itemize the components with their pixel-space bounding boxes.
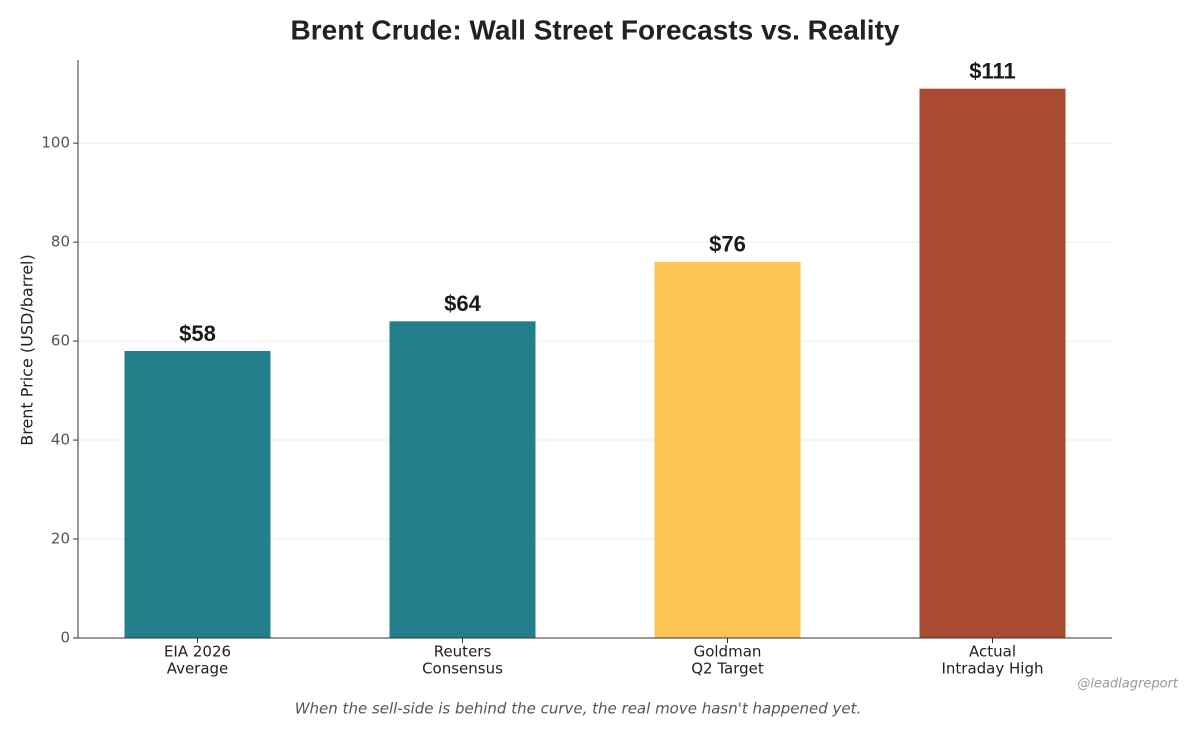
y-tick-label: 20: [51, 530, 70, 548]
y-tick-label: 40: [51, 431, 70, 449]
x-tick-label: Goldman: [694, 643, 762, 661]
bar: [654, 261, 801, 638]
x-tick-label: Intraday High: [941, 660, 1043, 678]
y-tick-label: 0: [60, 629, 70, 647]
watermark: @leadlagreport: [1077, 677, 1179, 692]
x-tick-label: Consensus: [422, 660, 503, 678]
x-tick-label: Q2 Target: [691, 660, 764, 678]
value-label: $111: [969, 59, 1016, 84]
annotation: When the sell-side is behind the curve, …: [295, 700, 862, 718]
bar: [919, 88, 1066, 639]
value-label: $58: [179, 321, 216, 346]
y-axis-label: Brent Price (USD/barrel): [18, 254, 37, 446]
y-tick-label: 100: [41, 134, 70, 152]
y-tick-label: 80: [51, 233, 70, 251]
value-label: $76: [709, 232, 746, 257]
y-tick-label: 60: [51, 332, 70, 350]
value-label: $64: [444, 291, 481, 316]
chart-title: Brent Crude: Wall Street Forecasts vs. R…: [291, 14, 900, 45]
x-tick-label: Average: [167, 660, 229, 678]
x-tick-label: Actual: [969, 643, 1016, 661]
bar: [389, 321, 536, 638]
x-tick-label: EIA 2026: [164, 643, 231, 661]
bar: [124, 350, 271, 638]
x-tick-label: Reuters: [434, 643, 492, 661]
